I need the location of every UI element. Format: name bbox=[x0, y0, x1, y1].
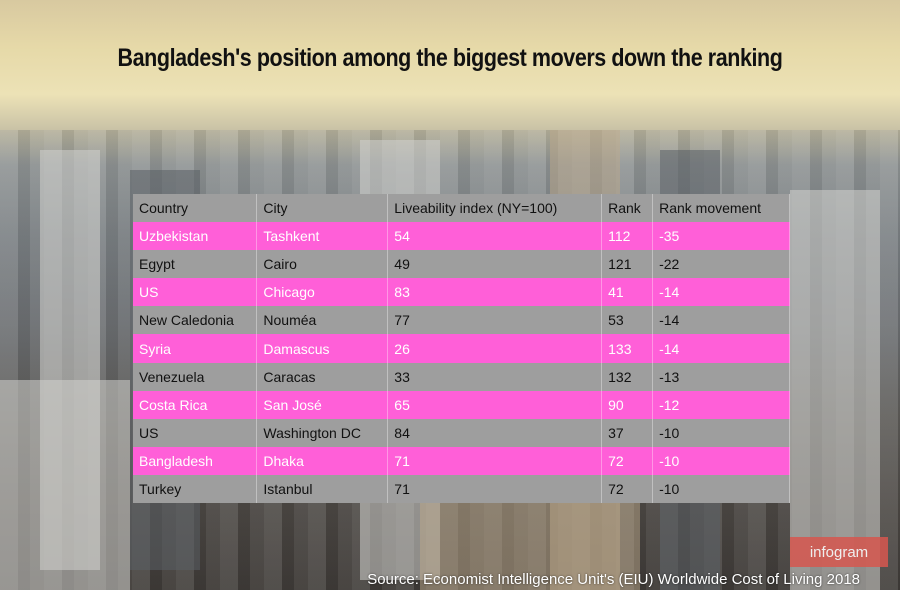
building bbox=[0, 380, 130, 590]
ranking-table: Country City Liveability index (NY=100) … bbox=[133, 194, 790, 504]
cell-city: Washington DC bbox=[256, 418, 389, 447]
cell-country: Bangladesh bbox=[133, 446, 258, 475]
source-note: Source: Economist Intelligence Unit's (E… bbox=[367, 571, 860, 588]
cell-movement: -22 bbox=[652, 250, 790, 279]
cell-rank: 53 bbox=[601, 306, 654, 335]
infogram-logo[interactable]: infogram bbox=[790, 537, 888, 567]
table-row: US Chicago 83 41 -14 bbox=[133, 278, 790, 307]
cell-index: 71 bbox=[387, 446, 603, 475]
cell-city: Dhaka bbox=[256, 446, 389, 475]
cell-country: New Caledonia bbox=[133, 306, 258, 335]
cell-rank: 121 bbox=[601, 250, 654, 279]
cell-city: Damascus bbox=[256, 334, 389, 363]
cell-city: Caracas bbox=[256, 362, 389, 391]
table-row: Costa Rica San José 65 90 -12 bbox=[133, 390, 790, 419]
cell-city: Tashkent bbox=[256, 222, 389, 251]
cell-rank: 112 bbox=[601, 222, 654, 251]
building bbox=[790, 190, 880, 590]
cell-country: US bbox=[133, 418, 258, 447]
cell-movement: -12 bbox=[652, 390, 790, 419]
cell-city: Istanbul bbox=[256, 474, 389, 504]
cell-movement: -10 bbox=[652, 446, 790, 475]
column-header-country: Country bbox=[133, 194, 258, 223]
table-row: Uzbekistan Tashkent 54 112 -35 bbox=[133, 222, 790, 251]
table-row: Syria Damascus 26 133 -14 bbox=[133, 334, 790, 363]
cell-rank: 133 bbox=[601, 334, 654, 363]
building bbox=[420, 500, 640, 590]
cell-city: Cairo bbox=[256, 250, 389, 279]
cell-index: 65 bbox=[387, 390, 603, 419]
table-row: US Washington DC 84 37 -10 bbox=[133, 418, 790, 447]
cell-rank: 132 bbox=[601, 362, 654, 391]
cell-country: Uzbekistan bbox=[133, 222, 258, 251]
cell-country: Turkey bbox=[133, 474, 258, 504]
cell-rank: 41 bbox=[601, 278, 654, 307]
page-title: Bangladesh's position among the biggest … bbox=[117, 44, 783, 72]
cell-country: Egypt bbox=[133, 250, 258, 279]
cell-movement: -13 bbox=[652, 362, 790, 391]
cell-city: San José bbox=[256, 390, 389, 419]
cell-rank: 72 bbox=[601, 474, 654, 504]
cell-index: 83 bbox=[387, 278, 603, 307]
table-row: New Caledonia Nouméa 77 53 -14 bbox=[133, 306, 790, 335]
cell-country: Costa Rica bbox=[133, 390, 258, 419]
column-header-city: City bbox=[256, 194, 389, 223]
column-header-index: Liveability index (NY=100) bbox=[387, 194, 603, 223]
cell-index: 49 bbox=[387, 250, 603, 279]
table-row: Egypt Cairo 49 121 -22 bbox=[133, 250, 790, 279]
column-header-movement: Rank movement bbox=[652, 194, 790, 223]
cell-index: 77 bbox=[387, 306, 603, 335]
cell-index: 26 bbox=[387, 334, 603, 363]
column-header-rank: Rank bbox=[601, 194, 654, 223]
cell-city: Chicago bbox=[256, 278, 389, 307]
cell-movement: -10 bbox=[652, 474, 790, 504]
cell-rank: 72 bbox=[601, 446, 654, 475]
table-row: Bangladesh Dhaka 71 72 -10 bbox=[133, 446, 790, 475]
cell-country: Syria bbox=[133, 334, 258, 363]
cell-rank: 37 bbox=[601, 418, 654, 447]
table-row: Venezuela Caracas 33 132 -13 bbox=[133, 362, 790, 391]
table-header-row: Country City Liveability index (NY=100) … bbox=[133, 194, 790, 223]
cell-rank: 90 bbox=[601, 390, 654, 419]
cell-index: 33 bbox=[387, 362, 603, 391]
cell-movement: -14 bbox=[652, 334, 790, 363]
cell-index: 71 bbox=[387, 474, 603, 504]
cell-index: 84 bbox=[387, 418, 603, 447]
cell-movement: -35 bbox=[652, 222, 790, 251]
cell-country: Venezuela bbox=[133, 362, 258, 391]
table-row: Turkey Istanbul 71 72 -10 bbox=[133, 474, 790, 504]
cell-city: Nouméa bbox=[256, 306, 389, 335]
cell-index: 54 bbox=[387, 222, 603, 251]
cell-movement: -10 bbox=[652, 418, 790, 447]
cell-movement: -14 bbox=[652, 278, 790, 307]
cell-movement: -14 bbox=[652, 306, 790, 335]
cell-country: US bbox=[133, 278, 258, 307]
